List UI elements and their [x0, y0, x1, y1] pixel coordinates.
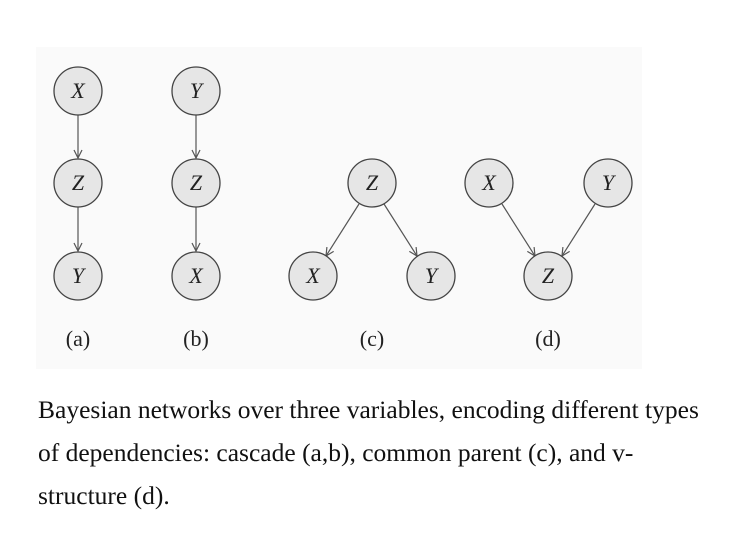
node-a-0: X	[53, 66, 103, 116]
node-label: Z	[72, 170, 85, 195]
subfigure-a: X Z Y (a)	[53, 66, 103, 351]
edge-c-1	[326, 203, 360, 256]
node-d-2: Z	[523, 251, 573, 301]
node-c-0: Z	[347, 158, 397, 208]
node-label: X	[305, 263, 321, 288]
node-label: Z	[542, 263, 555, 288]
node-label: Y	[425, 263, 440, 288]
edge-d-2	[562, 203, 596, 256]
node-a-2: Y	[53, 251, 103, 301]
subfigure-label-d: (d)	[535, 326, 561, 351]
node-label: X	[188, 263, 204, 288]
node-label: Y	[190, 78, 205, 103]
node-c-2: Y	[406, 251, 456, 301]
bayesian-network-diagram: X Z Y (a) Y Z	[53, 66, 633, 351]
edge-d-1	[501, 203, 535, 256]
subfigure-b: Y Z X (b)	[171, 66, 221, 351]
node-label: Y	[72, 263, 87, 288]
node-b-1: Z	[171, 158, 221, 208]
figure-panel: X Z Y (a) Y Z	[36, 47, 642, 369]
node-a-1: Z	[53, 158, 103, 208]
figure-caption: Bayesian networks over three variables, …	[38, 395, 699, 510]
node-d-0: X	[464, 158, 514, 208]
subfigure-d: X Y Z (d)	[464, 158, 633, 351]
subfigure-c: Z X Y (c)	[288, 158, 456, 351]
node-c-1: X	[288, 251, 338, 301]
node-label: X	[70, 78, 86, 103]
node-label: Z	[190, 170, 203, 195]
subfigure-label-b: (b)	[183, 326, 209, 351]
subfigure-label-a: (a)	[66, 326, 90, 351]
node-d-1: Y	[583, 158, 633, 208]
node-b-2: X	[171, 251, 221, 301]
node-label: Z	[366, 170, 379, 195]
node-b-0: Y	[171, 66, 221, 116]
node-label: X	[481, 170, 497, 195]
node-label: Y	[602, 170, 617, 195]
edge-c-2	[383, 203, 417, 256]
subfigure-label-c: (c)	[360, 326, 384, 351]
